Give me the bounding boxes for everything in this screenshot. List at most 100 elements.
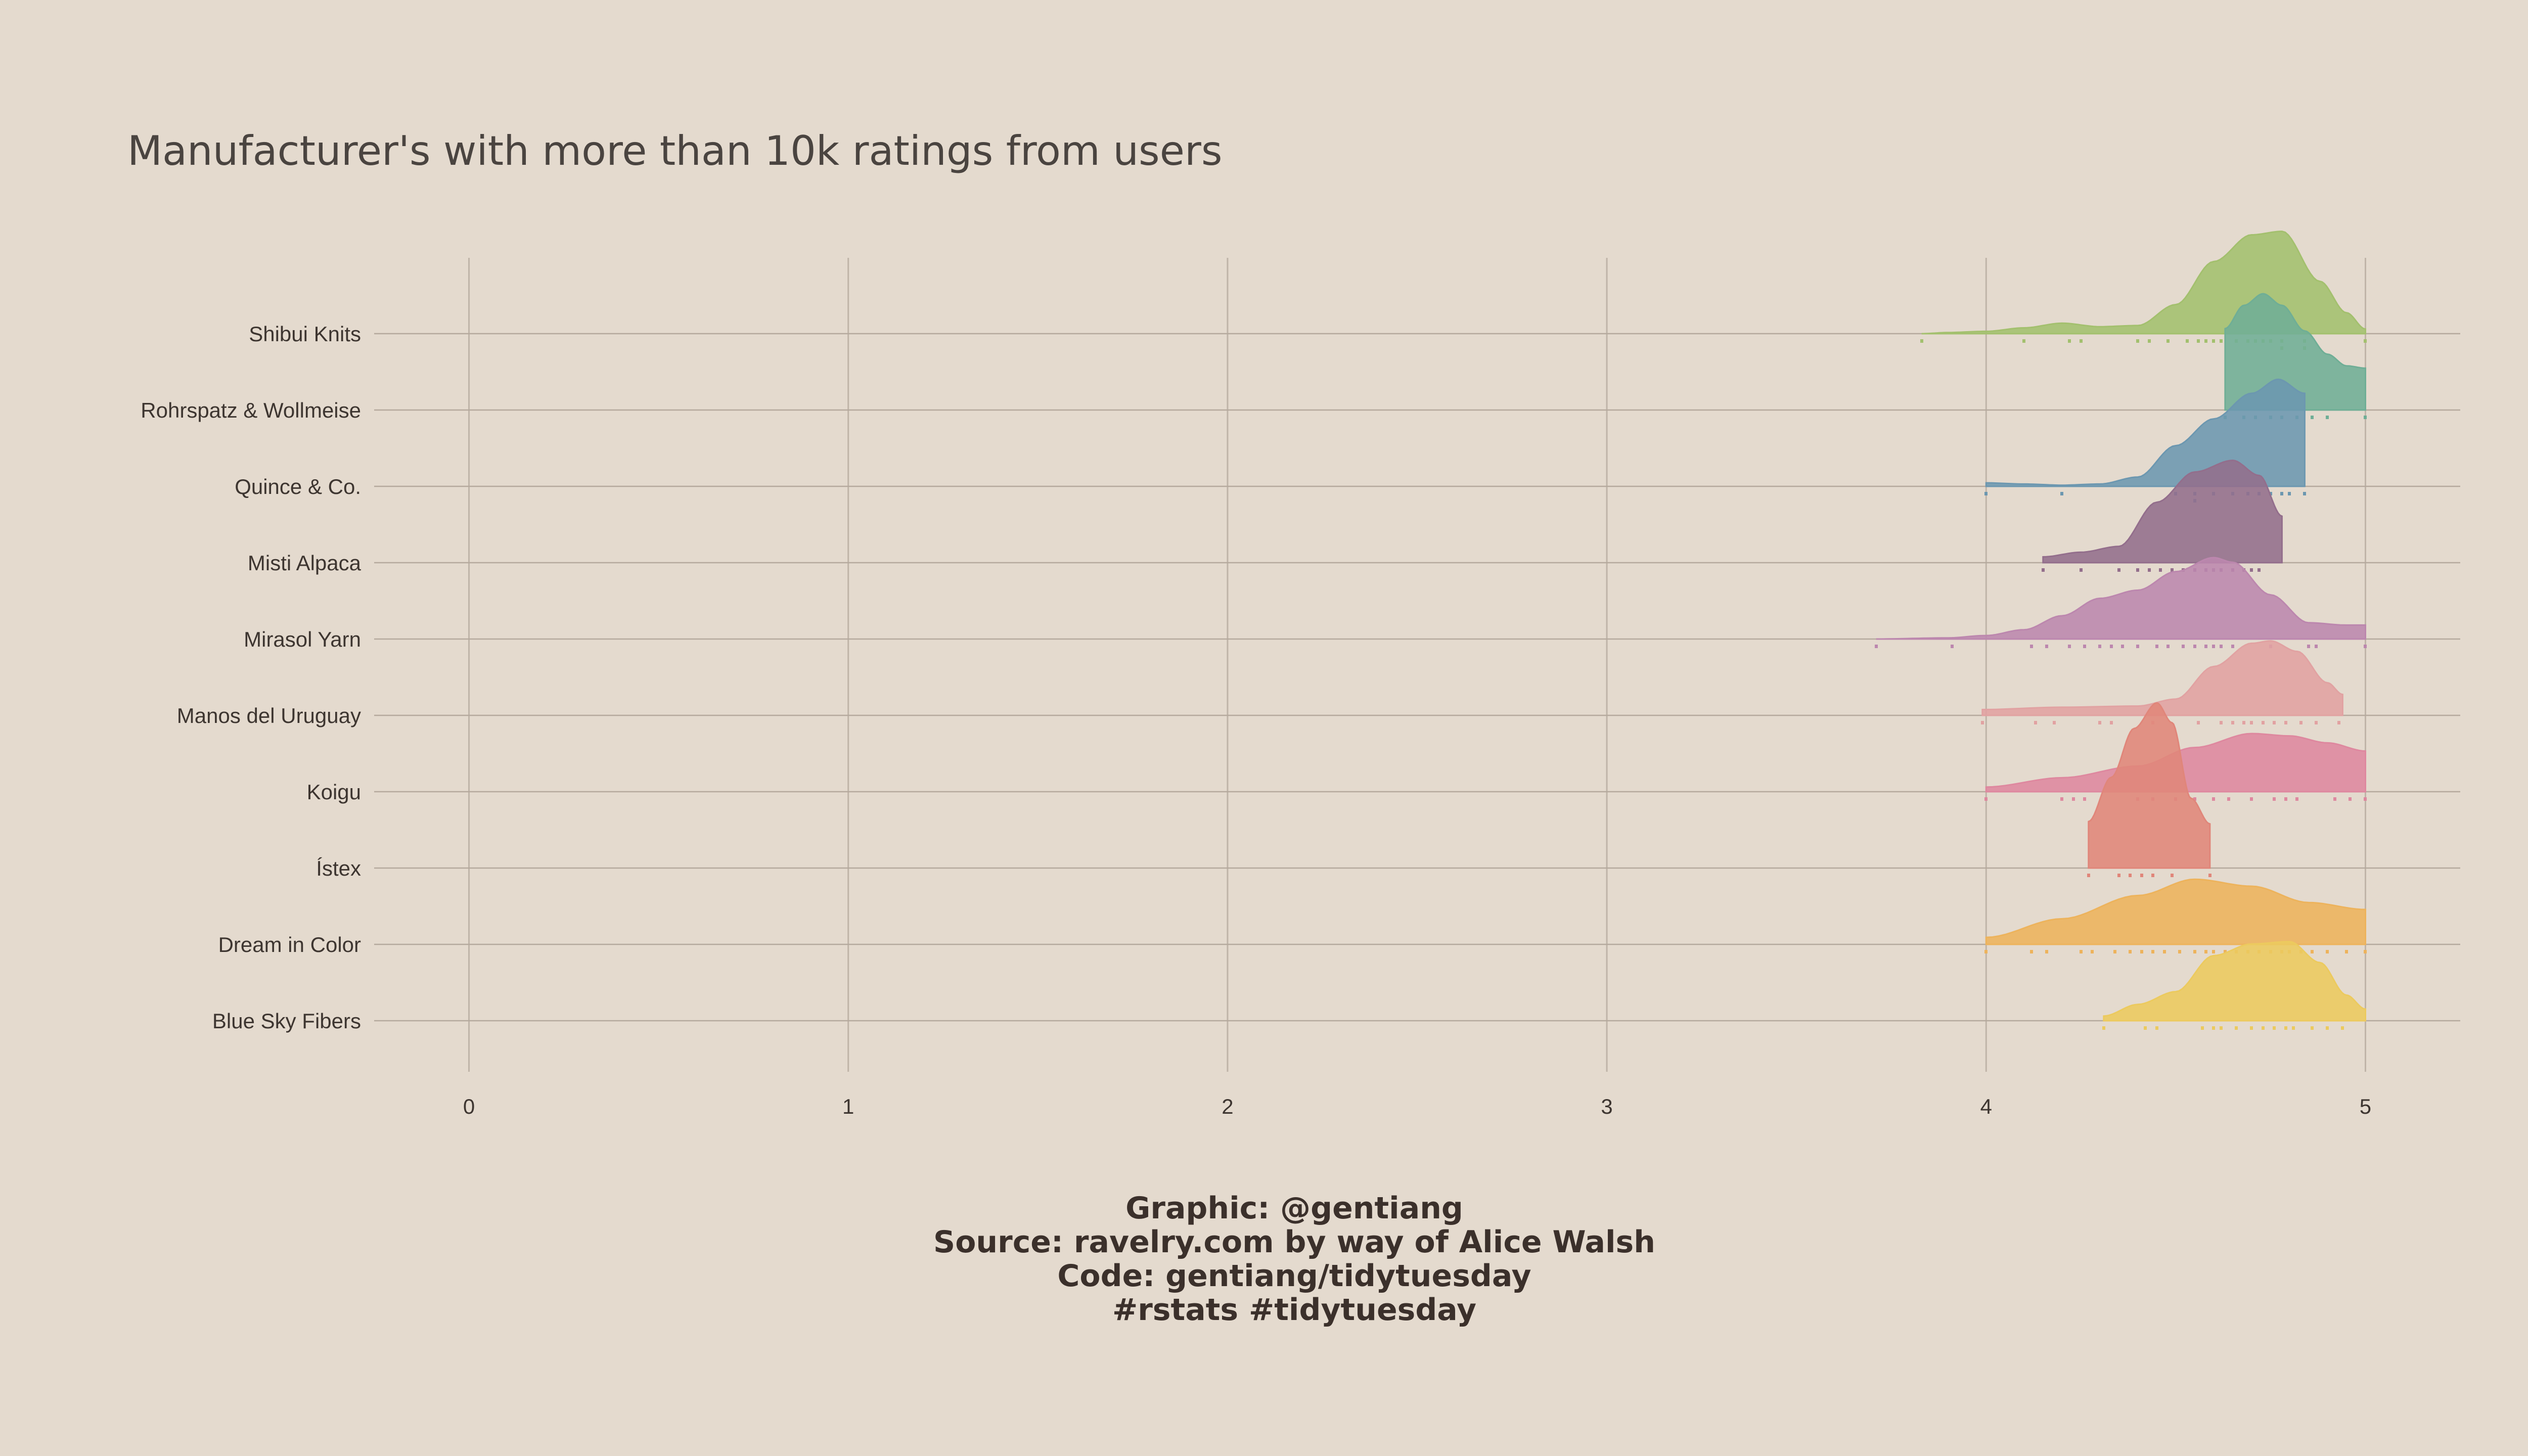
category-label: Shibui Knits — [249, 322, 361, 346]
rating-point — [2295, 797, 2298, 801]
rating-point — [2326, 1026, 2329, 1030]
x-tick-label: 2 — [1222, 1095, 1233, 1118]
rating-point — [2113, 950, 2116, 953]
category-label: Blue Sky Fibers — [212, 1009, 361, 1033]
rating-point — [2220, 1026, 2223, 1030]
rating-point — [2121, 645, 2124, 648]
rating-point — [2258, 568, 2261, 572]
density-ridge — [1981, 640, 2343, 716]
rating-point — [2273, 797, 2276, 801]
rating-point — [2262, 721, 2265, 724]
rating-point — [2068, 339, 2071, 343]
rating-point — [2163, 950, 2166, 953]
rating-point — [2315, 721, 2318, 724]
rating-point — [2204, 950, 2207, 953]
rating-point — [1875, 645, 1878, 648]
x-tick-label: 1 — [842, 1095, 854, 1118]
density-ridge — [1876, 557, 2366, 640]
rating-point — [2242, 721, 2245, 724]
caption-line: Code: gentiang/tidytuesday — [1057, 1258, 1531, 1294]
rating-point — [2030, 645, 2033, 648]
rating-point — [2208, 874, 2211, 877]
rating-point — [2288, 492, 2291, 495]
rating-point — [1981, 721, 1984, 724]
rating-point — [2193, 645, 2196, 648]
rating-point — [2262, 1026, 2265, 1030]
rating-point — [2250, 721, 2253, 724]
x-tick-label: 0 — [463, 1095, 475, 1118]
density-ridge — [1985, 378, 2306, 487]
rating-point — [2269, 492, 2272, 495]
category-label: Misti Alpaca — [248, 551, 362, 575]
rating-point — [1951, 645, 1954, 648]
grid-lines — [374, 258, 2460, 1072]
rating-point — [2273, 1026, 2276, 1030]
rating-point — [2341, 1026, 2344, 1030]
rating-point — [2284, 797, 2287, 801]
rating-point — [2155, 1026, 2158, 1030]
rating-point — [2197, 721, 2200, 724]
rating-point — [2022, 339, 2025, 343]
category-label: Ístex — [316, 856, 361, 880]
rating-point — [2117, 874, 2120, 877]
rating-point — [1920, 339, 1923, 343]
rating-point — [2311, 950, 2314, 953]
rating-point — [2250, 797, 2253, 801]
x-axis: 0 1 2 3 4 5 — [463, 1095, 2371, 1118]
rating-point — [2068, 645, 2071, 648]
rating-point — [2045, 645, 2048, 648]
rating-point — [2178, 950, 2181, 953]
rating-point — [2080, 568, 2083, 572]
rating-point — [2171, 874, 2174, 877]
rating-point — [2311, 416, 2314, 419]
rating-point — [2193, 950, 2196, 953]
rating-point — [2166, 645, 2170, 648]
rating-point — [2345, 950, 2348, 953]
category-label: Mirasol Yarn — [244, 627, 361, 651]
rating-point — [1984, 797, 1988, 801]
rating-point — [2060, 492, 2063, 495]
rating-point — [2140, 950, 2143, 953]
rating-point — [2333, 797, 2336, 801]
rating-point — [2030, 950, 2033, 953]
rating-point — [2045, 950, 2048, 953]
rating-point — [2220, 721, 2223, 724]
rating-point — [2140, 874, 2143, 877]
rating-point — [2364, 416, 2367, 419]
rating-point — [2136, 339, 2139, 343]
rating-point — [2212, 1026, 2215, 1030]
rating-point — [2148, 339, 2151, 343]
rating-point — [2136, 645, 2139, 648]
rating-point — [2326, 950, 2329, 953]
rating-point — [2364, 339, 2367, 343]
rating-point — [2083, 797, 2086, 801]
rating-point — [2186, 339, 2189, 343]
category-label: Koigu — [307, 780, 361, 804]
rating-point — [2212, 339, 2215, 343]
rating-point — [2098, 721, 2101, 724]
rating-point — [2280, 492, 2283, 495]
rating-point — [2110, 645, 2113, 648]
rating-point — [2080, 950, 2083, 953]
rating-point — [2212, 645, 2215, 648]
rating-point — [2303, 492, 2306, 495]
rating-point — [2091, 950, 2094, 953]
x-tick-label: 4 — [1980, 1095, 1992, 1118]
chart-title: Manufacturer's with more than 10k rating… — [127, 127, 1223, 174]
category-label: Rohrspatz & Wollmeise — [141, 398, 361, 422]
density-ridge — [2088, 702, 2211, 869]
rating-point — [2284, 1026, 2287, 1030]
rating-point — [2110, 721, 2113, 724]
rating-point — [2212, 950, 2215, 953]
rating-point — [2072, 797, 2075, 801]
rating-point — [2364, 797, 2367, 801]
rating-point — [2364, 645, 2367, 648]
rating-point — [2220, 339, 2223, 343]
rating-point — [2166, 339, 2170, 343]
caption-line: Graphic: @gentiang — [1125, 1191, 1463, 1226]
rating-point — [2098, 645, 2101, 648]
rating-point — [2250, 568, 2253, 572]
density-ridge — [1921, 231, 2366, 335]
rating-point — [2080, 339, 2083, 343]
